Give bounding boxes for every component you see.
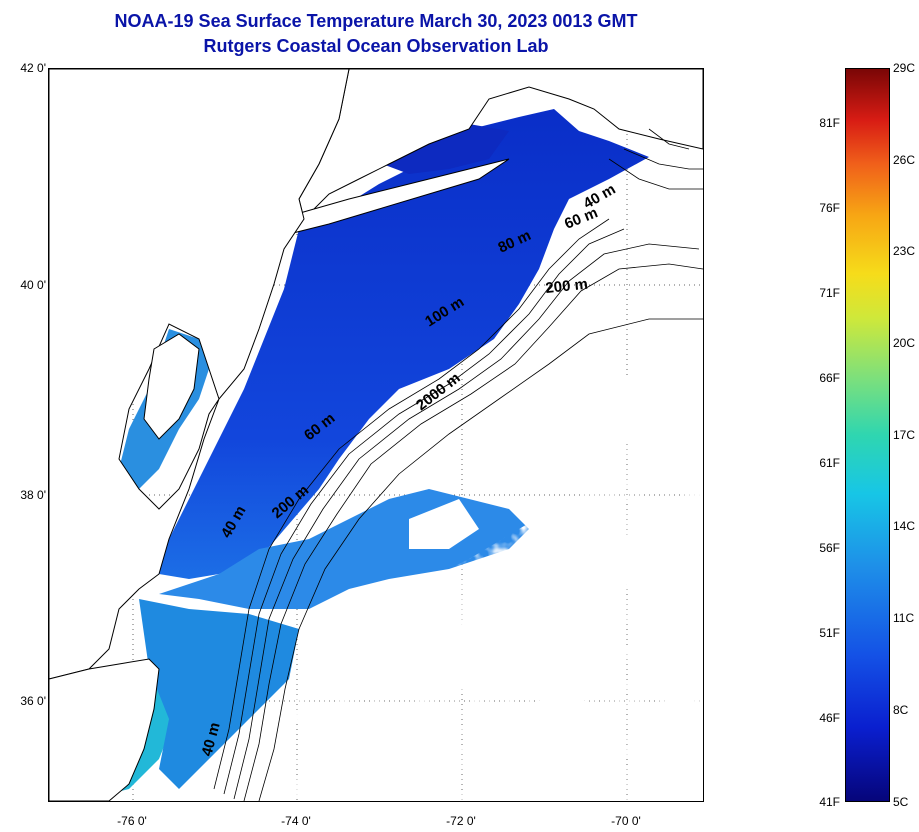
colorbar-label-56f: 56F <box>819 541 840 555</box>
colorbar-label-46f: 46F <box>819 711 840 725</box>
colorbar-label-17c: 17C <box>893 428 916 442</box>
colorbar-label-66f: 66F <box>819 371 840 385</box>
colorbar-label-81f: 81F <box>819 116 840 130</box>
cloud-gaps <box>409 369 703 799</box>
coastal-south-water <box>139 599 299 789</box>
colorbar-label-76f: 76F <box>819 201 840 215</box>
north-blue-patch <box>369 124 509 174</box>
lat-label-40: 40 0' <box>20 278 46 292</box>
colorbar-label-8c: 8C <box>893 703 909 717</box>
land <box>49 69 703 801</box>
colorbar-label-14c: 14C <box>893 519 916 533</box>
colorbar-label-29c: 29C <box>893 61 916 75</box>
bathymetry-contours <box>213 128 703 801</box>
lon-label-70: -70 0' <box>611 814 641 828</box>
sst-map-graphic: 40 m 60 m 80 m 100 m 200 m 2000 m 60 m 4… <box>49 69 703 801</box>
colorbar-label-5c: 5C <box>893 795 909 809</box>
colorbar-label-23c: 23C <box>893 244 916 258</box>
temperature-colorbar <box>845 68 890 802</box>
colorbar-label-26c: 26C <box>893 153 916 167</box>
shelf-cold-water <box>159 109 649 579</box>
lat-label-38: 38 0' <box>20 488 46 502</box>
map-subtitle: Rutgers Coastal Ocean Observation Lab <box>203 36 549 56</box>
lon-label-76: -76 0' <box>117 814 147 828</box>
lon-label-72: -72 0' <box>446 814 476 828</box>
lon-label-74: -74 0' <box>281 814 311 828</box>
map-title: NOAA-19 Sea Surface Temperature March 30… <box>114 11 638 31</box>
lat-label-36: 36 0' <box>20 694 46 708</box>
lat-label-42: 42 0' <box>20 61 46 75</box>
colorbar-label-61f: 61F <box>819 456 840 470</box>
colorbar-label-41f: 41F <box>819 795 840 809</box>
contour-label-200m-north: 200 m <box>545 276 589 297</box>
colorbar-label-51f: 51F <box>819 626 840 640</box>
sst-map[interactable]: 40 m 60 m 80 m 100 m 200 m 2000 m 60 m 4… <box>48 68 704 802</box>
colorbar-label-11c: 11C <box>893 611 915 625</box>
colorbar-label-71f: 71F <box>819 286 840 300</box>
colorbar-label-20c: 20C <box>893 336 916 350</box>
